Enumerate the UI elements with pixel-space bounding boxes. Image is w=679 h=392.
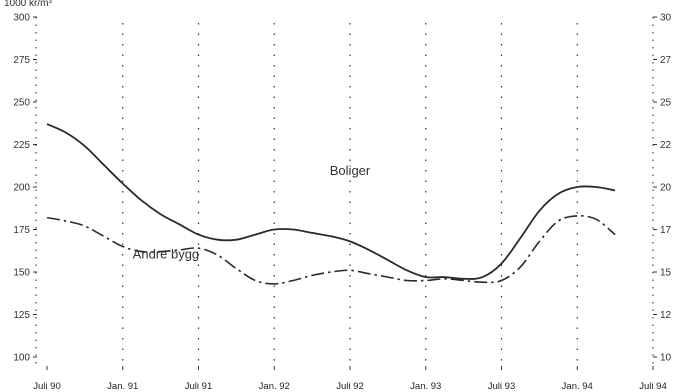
series-label: Andre bygg bbox=[133, 246, 200, 261]
x-tick-label: Jan. 93 bbox=[410, 381, 441, 392]
y-tick-label: 275 bbox=[13, 55, 30, 66]
y-right-tick-label: 10 bbox=[660, 353, 672, 364]
y-right-tick-label: 17 bbox=[660, 225, 672, 236]
y-axis-left: 100 125 150 175 200 225 250 275 300 bbox=[13, 13, 37, 367]
y-right-tick-label: 22 bbox=[660, 140, 672, 151]
series-label: Boliger bbox=[330, 163, 371, 178]
x-tick-label: Juli 94 bbox=[639, 381, 666, 392]
x-tick-label: Jan. 92 bbox=[259, 381, 290, 392]
y-tick-label: 100 bbox=[13, 353, 30, 364]
y-tick-label: 225 bbox=[13, 140, 30, 151]
y-tick-label: 125 bbox=[13, 310, 30, 321]
y-tick-label: 250 bbox=[13, 98, 30, 109]
y-tick-label: 150 bbox=[13, 268, 30, 279]
y-right-tick-label: 12 bbox=[660, 310, 672, 321]
series-lines bbox=[46, 123, 616, 285]
x-tick-label: Juli 93 bbox=[488, 381, 515, 392]
y-tick-label: 175 bbox=[13, 225, 30, 236]
series-line-andre-bygg bbox=[46, 215, 616, 285]
y-axis-right: 30 27 25 22 20 17 15 12 10 bbox=[652, 13, 672, 367]
series-line-boliger bbox=[46, 123, 616, 280]
y-right-tick-label: 30 bbox=[660, 13, 672, 24]
x-tick-label: Jan. 94 bbox=[562, 381, 593, 392]
y-right-tick-label: 20 bbox=[660, 183, 672, 194]
vertical-gridlines bbox=[122, 23, 578, 365]
series-labels: Boliger Andre bygg bbox=[133, 163, 371, 261]
y-axis-title: 1000 kr/m³ bbox=[4, 0, 52, 9]
x-tick-label: Juli 92 bbox=[336, 381, 363, 392]
x-tick-label: Juli 91 bbox=[185, 381, 212, 392]
y-tick-label: 200 bbox=[13, 183, 30, 194]
y-right-tick-label: 25 bbox=[660, 98, 672, 109]
y-right-tick-label: 27 bbox=[660, 55, 672, 66]
y-tick-label: 300 bbox=[13, 13, 30, 24]
y-right-tick-label: 15 bbox=[660, 268, 672, 279]
x-tick-label: Jan. 91 bbox=[107, 381, 138, 392]
x-axis: Juli 90 Jan. 91 Juli 91 Jan. 92 Juli 92 Jan. … bbox=[33, 366, 667, 392]
x-tick-label: Juli 90 bbox=[33, 381, 60, 392]
